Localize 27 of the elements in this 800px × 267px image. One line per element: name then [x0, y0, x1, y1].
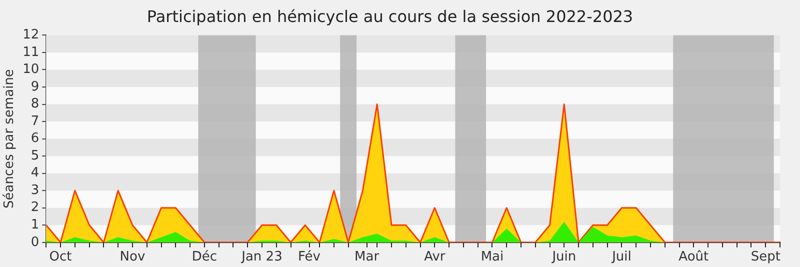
y-tick-label: 5 — [30, 148, 40, 164]
y-tick-label: 8 — [30, 96, 40, 112]
x-tick-label: Juil — [611, 250, 632, 265]
chart-title: Participation en hémicycle au cours de la session 2022-2023 — [146, 6, 634, 26]
x-tick-label: Mar — [354, 250, 380, 265]
x-tick-label: Jan 23 — [240, 250, 282, 265]
x-tick-label: Juin — [551, 250, 576, 265]
y-tick-label: 1 — [30, 218, 40, 233]
y-tick-label: 6 — [30, 131, 40, 146]
y-tick-label: 7 — [30, 114, 40, 129]
x-tick-label: Nov — [120, 250, 146, 265]
y-tick-label: 0 — [30, 234, 40, 250]
y-tick-label: 11 — [22, 44, 40, 60]
x-tick-label: Fév — [298, 250, 321, 265]
y-tick-label: 3 — [30, 182, 40, 198]
x-tick-label: Oct — [49, 250, 72, 265]
x-tick-label: Déc — [192, 250, 218, 265]
y-tick-label: 10 — [22, 62, 40, 78]
x-tick-label: Avr — [424, 250, 446, 265]
y-tick-label: 12 — [22, 28, 40, 43]
x-tick-label: Mai — [480, 250, 504, 265]
x-tick-label: Août — [678, 250, 709, 265]
y-tick-label: 2 — [30, 200, 40, 216]
x-tick-label: Sept — [750, 250, 780, 265]
y-axis-title: Séances par semaine — [2, 69, 18, 209]
y-tick-label: 4 — [30, 166, 40, 181]
y-tick-label: 9 — [30, 79, 40, 94]
